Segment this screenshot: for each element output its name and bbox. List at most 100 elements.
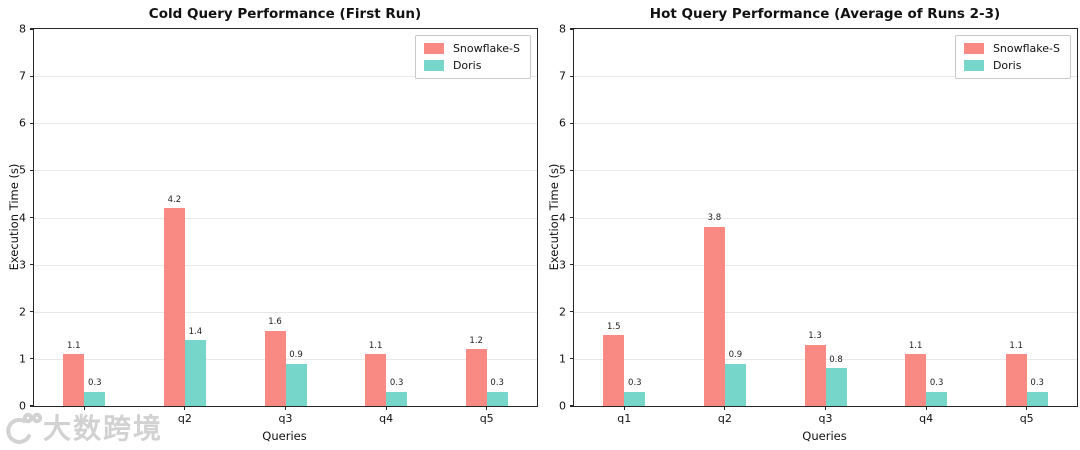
x-tick-mark — [1026, 406, 1028, 410]
y-tick-mark — [570, 264, 574, 266]
plot-area: 0 1 2 3 4 5 6 7 8 1.5 0.3 q1 3.8 0.9 q2 1.3 0.8 q3 1.1 0.3 q… — [559, 24, 1078, 424]
y-tick-label: 3 — [19, 258, 26, 272]
x-tick-mark — [486, 406, 488, 410]
y-tick-mark — [30, 311, 34, 313]
x-tick-mark — [925, 406, 927, 410]
bar-doris-q4 — [386, 391, 408, 406]
bar-snowflake-s-q1 — [603, 335, 625, 406]
bar-doris-q1 — [624, 391, 646, 406]
x-tick-mark — [385, 406, 387, 410]
y-tick-label: 4 — [19, 211, 26, 224]
bar-value-label: 1.1 — [67, 340, 81, 351]
bar-value-label: 0.9 — [728, 350, 743, 361]
cold-query-chart-panel: Cold Query Performance (First Run) Execu… — [7, 6, 538, 443]
bar-value-label: 4.2 — [167, 194, 182, 205]
bar-value-label: 1.1 — [368, 340, 383, 351]
y-tick-mark — [570, 28, 574, 30]
x-axis-label: Queries — [262, 429, 307, 443]
y-tick-mark — [570, 216, 574, 219]
hot-query-chart-panel: Hot Query Performance (Average of Runs 2… — [540, 0, 1080, 450]
gridline — [574, 311, 1077, 313]
legend-label: Snowflake-S — [992, 42, 1060, 55]
bar-value-label: 1.2 — [469, 335, 483, 346]
legend-swatch-doris — [963, 60, 984, 71]
bar-value-label: 1.3 — [808, 331, 822, 342]
gridline — [34, 264, 537, 266]
legend-swatch-snowflake-s — [963, 43, 984, 54]
y-tick-mark — [570, 75, 574, 77]
bar-value-label: 0.3 — [929, 378, 944, 389]
y-tick-label: 6 — [19, 116, 26, 130]
y-tick-label: 3 — [559, 258, 566, 272]
legend: Snowflake-S Doris — [414, 35, 531, 79]
y-tick-mark — [570, 122, 574, 124]
y-tick-mark — [30, 405, 34, 407]
gridline — [34, 76, 537, 78]
y-tick-mark — [30, 28, 34, 30]
bar-value-label: 1.5 — [607, 321, 621, 332]
x-axis-label: Queries — [802, 429, 847, 443]
bar-snowflake-s-q2 — [703, 226, 725, 406]
x-tick-label: q5 — [479, 412, 494, 425]
gridline — [574, 358, 1077, 360]
legend-label: Doris — [992, 59, 1022, 72]
x-tick-mark — [184, 406, 186, 410]
bar-snowflake-s-q4 — [905, 354, 927, 406]
gridline — [574, 264, 1077, 266]
bar-value-label: 1.4 — [188, 326, 203, 337]
y-tick-mark — [30, 264, 34, 266]
x-tick-mark — [83, 406, 85, 410]
y-tick-mark — [570, 358, 574, 360]
chart-title: Cold Query Performance (First Run) — [148, 6, 422, 22]
y-tick-label: 8 — [559, 22, 566, 36]
y-tick-label: 2 — [559, 305, 566, 319]
gridline — [574, 76, 1077, 78]
y-tick-mark — [30, 169, 34, 171]
bar-value-label: 1.1 — [908, 340, 923, 351]
gridline — [34, 123, 537, 125]
x-tick-label: q4 — [379, 412, 394, 425]
legend-entry-doris: Doris — [963, 59, 1060, 72]
bar-value-label: 3.8 — [707, 213, 722, 224]
x-tick-mark — [724, 406, 726, 410]
legend-label: Doris — [452, 59, 482, 72]
x-tick-label: q2 — [717, 412, 732, 425]
legend-swatch-snowflake-s — [423, 43, 444, 54]
y-tick-label: 1 — [19, 352, 26, 366]
x-tick-mark — [824, 406, 827, 410]
gridline — [34, 358, 537, 360]
bar-snowflake-s-q3 — [264, 330, 286, 406]
x-tick-label: q3 — [818, 412, 833, 425]
y-tick-label: 6 — [559, 116, 566, 130]
gridline — [574, 123, 1077, 125]
bar-doris-q3 — [285, 363, 307, 406]
y-tick-label: 0 — [19, 399, 26, 413]
y-tick-mark — [570, 405, 574, 407]
bar-value-label: 1.6 — [268, 317, 282, 328]
y-tick-label: 2 — [19, 305, 26, 319]
y-tick-label: 5 — [19, 163, 26, 177]
y-tick-label: 4 — [559, 211, 566, 224]
x-tick-label: q3 — [278, 412, 293, 425]
bar-value-label: 0.3 — [88, 378, 102, 389]
y-tick-mark — [30, 122, 34, 124]
legend: Snowflake-S Doris — [954, 35, 1071, 79]
chart-title: Hot Query Performance (Average of Runs 2… — [649, 6, 1001, 22]
bar-value-label: 0.8 — [829, 354, 843, 365]
y-tick-mark — [30, 216, 34, 219]
bar-value-label: 0.3 — [628, 378, 642, 389]
bar-value-label: 0.3 — [490, 378, 504, 389]
bar-value-label: 0.3 — [1030, 378, 1044, 389]
gridline — [574, 170, 1077, 172]
bar-snowflake-s-q5 — [1005, 354, 1027, 406]
x-tick-label: q1 — [617, 412, 632, 425]
bar-doris-q3 — [825, 368, 847, 406]
bar-value-label: 0.9 — [289, 350, 303, 361]
plot-area: 0 1 2 3 4 5 6 7 8 1.1 0.3 q1 4.2 1.4 q2 1.6 0.9 q3 1.1 0.3 q… — [19, 24, 538, 424]
gridline — [574, 217, 1077, 219]
x-tick-label: q2 — [177, 412, 192, 425]
bar-value-label: 0.3 — [389, 378, 404, 389]
y-tick-label: 1 — [559, 352, 566, 366]
x-tick-label: q5 — [1019, 412, 1034, 425]
